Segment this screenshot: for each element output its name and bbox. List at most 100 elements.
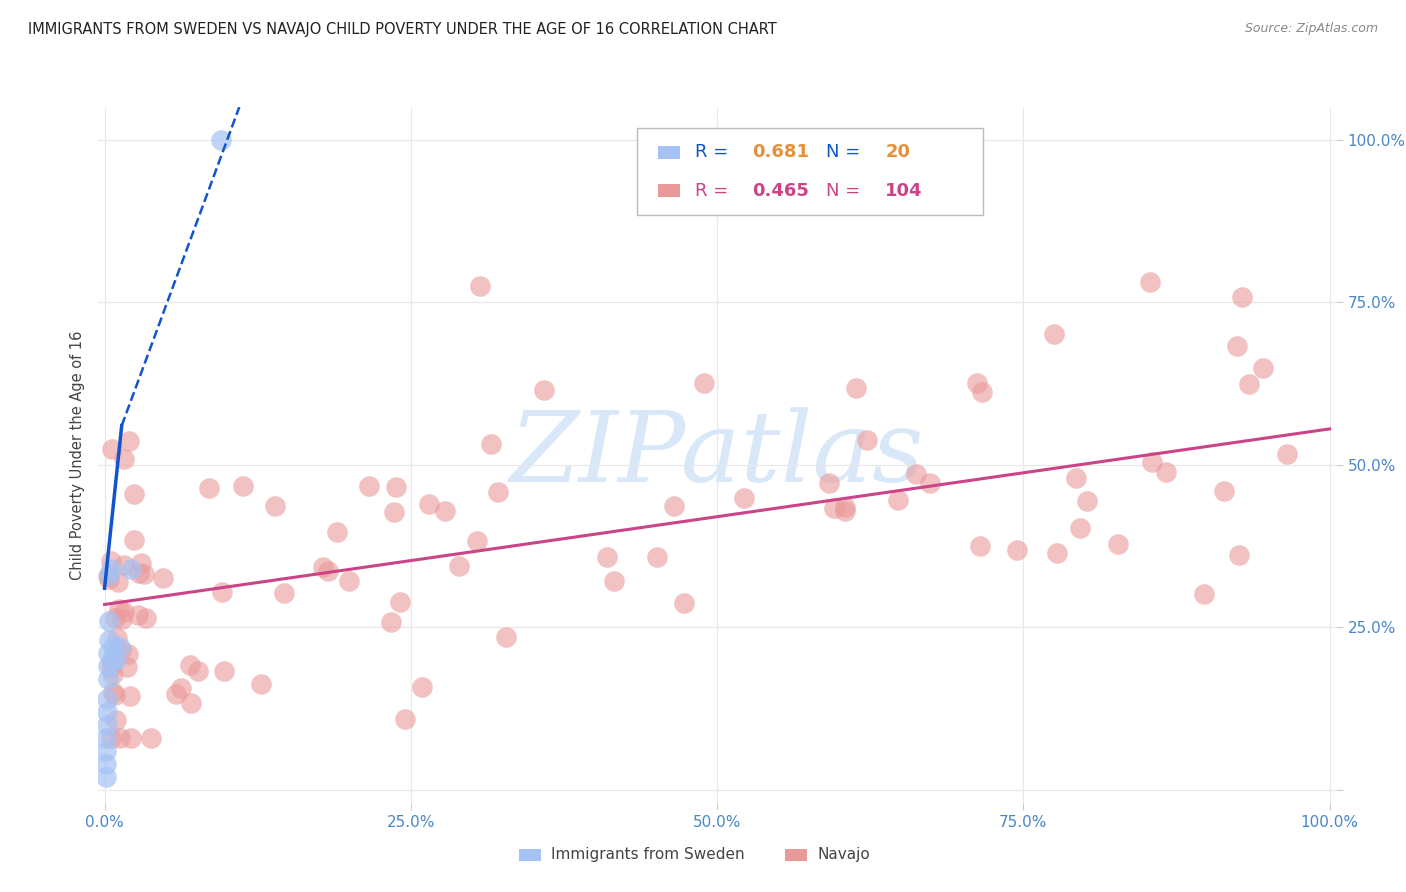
Text: IMMIGRANTS FROM SWEDEN VS NAVAJO CHILD POVERTY UNDER THE AGE OF 16 CORRELATION C: IMMIGRANTS FROM SWEDEN VS NAVAJO CHILD P… [28, 22, 778, 37]
Point [139, 731, 162, 745]
Point [122, 533, 145, 547]
Point [112, 451, 135, 466]
Point [1069, 521, 1091, 535]
Text: 0.681: 0.681 [752, 144, 808, 161]
Point [834, 504, 856, 518]
Point [1046, 546, 1069, 560]
Point [495, 630, 517, 644]
Point [465, 534, 488, 549]
Point [96, 705, 118, 719]
Text: Navajo: Navajo [817, 847, 870, 863]
Text: N =: N = [825, 182, 866, 200]
Point [97, 633, 120, 648]
Point [120, 731, 142, 745]
Point [101, 666, 124, 681]
Point [823, 501, 845, 516]
Point [101, 640, 124, 654]
Point [232, 479, 254, 493]
Point [645, 550, 668, 565]
Point [121, 562, 143, 576]
Point [97, 672, 120, 686]
Point [1154, 465, 1177, 479]
Point [98, 568, 121, 582]
Point [152, 571, 174, 585]
Point [1225, 339, 1247, 353]
Point [120, 690, 142, 704]
Point [447, 559, 470, 574]
Point [693, 376, 716, 391]
Point [1192, 587, 1215, 601]
Point [394, 712, 416, 726]
Bar [785, 848, 807, 862]
Point [96, 691, 118, 706]
Point [104, 653, 127, 667]
Point [337, 574, 360, 588]
Point [263, 499, 285, 513]
Point [112, 605, 135, 619]
Point [316, 564, 339, 578]
Point [110, 643, 132, 657]
Point [596, 550, 619, 565]
Point [1076, 494, 1098, 508]
Point [101, 685, 124, 699]
Point [198, 481, 221, 495]
Point [94, 756, 117, 771]
Point [1005, 542, 1028, 557]
Point [180, 696, 202, 710]
Point [845, 381, 868, 395]
Point [359, 478, 381, 492]
Point [1140, 455, 1163, 469]
Point [169, 681, 191, 695]
Point [118, 434, 141, 448]
Point [104, 688, 127, 702]
Bar [658, 146, 681, 159]
Point [124, 487, 146, 501]
Point [834, 500, 856, 514]
Point [326, 525, 349, 540]
Text: 104: 104 [886, 182, 922, 200]
Point [211, 584, 233, 599]
Point [250, 677, 273, 691]
Point [411, 680, 433, 694]
Text: R =: R = [695, 144, 734, 161]
Point [1042, 327, 1064, 342]
Point [886, 493, 908, 508]
Point [97, 572, 120, 586]
Bar [519, 848, 541, 862]
Point [418, 497, 440, 511]
FancyBboxPatch shape [637, 128, 983, 215]
Point [128, 566, 150, 580]
Point [382, 505, 405, 519]
Point [105, 632, 128, 646]
Point [1277, 447, 1299, 461]
Point [479, 436, 502, 450]
Point [533, 383, 555, 397]
Point [468, 279, 491, 293]
Point [209, 132, 232, 146]
Point [101, 653, 124, 667]
Point [110, 640, 132, 654]
Point [1064, 470, 1087, 484]
Point [733, 491, 755, 505]
Point [96, 718, 118, 732]
Point [969, 539, 991, 553]
Point [100, 731, 122, 745]
Point [179, 657, 201, 672]
Text: 0.465: 0.465 [752, 182, 808, 200]
Point [129, 556, 152, 570]
Point [603, 574, 626, 588]
Point [117, 647, 139, 661]
Point [127, 607, 149, 622]
Point [1251, 360, 1274, 375]
Text: Immigrants from Sweden: Immigrants from Sweden [551, 847, 745, 863]
Point [100, 562, 122, 576]
Point [108, 731, 131, 745]
Point [100, 554, 122, 568]
Point [920, 476, 942, 491]
Text: ZIPatlas: ZIPatlas [510, 408, 924, 502]
Point [1139, 276, 1161, 290]
Point [97, 646, 120, 660]
Point [97, 659, 120, 673]
Point [107, 575, 129, 590]
Point [388, 595, 411, 609]
